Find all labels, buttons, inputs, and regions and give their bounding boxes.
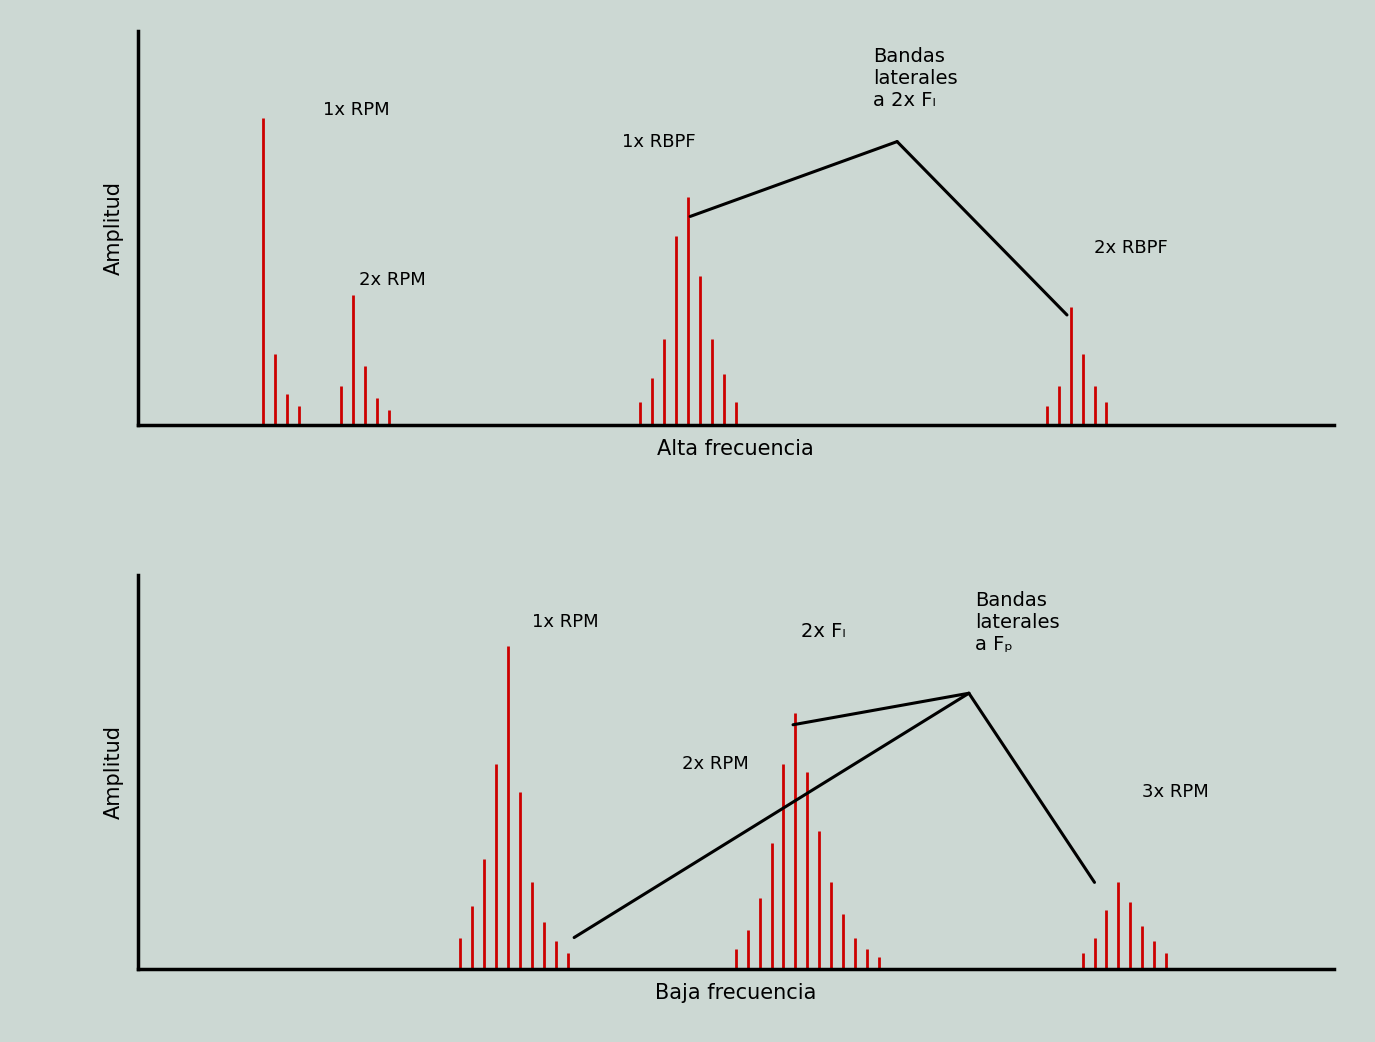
Text: 2x RBPF: 2x RBPF <box>1094 239 1169 257</box>
X-axis label: Baja frecuencia: Baja frecuencia <box>654 983 817 1003</box>
Text: 3x RPM: 3x RPM <box>1143 783 1209 800</box>
Y-axis label: Amplitud: Amplitud <box>103 181 124 275</box>
Text: 2x Fₗ: 2x Fₗ <box>802 622 846 641</box>
Text: 1x RBPF: 1x RBPF <box>622 132 696 151</box>
Text: Bandas
laterales
a 2x Fₗ: Bandas laterales a 2x Fₗ <box>873 47 958 110</box>
Text: Bandas
laterales
a Fₚ: Bandas laterales a Fₚ <box>975 591 1060 653</box>
Y-axis label: Amplitud: Amplitud <box>103 725 124 819</box>
Text: 1x RPM: 1x RPM <box>532 614 600 631</box>
Text: 2x RPM: 2x RPM <box>359 271 425 289</box>
Text: 1x RPM: 1x RPM <box>323 101 389 119</box>
X-axis label: Alta frecuencia: Alta frecuencia <box>657 439 814 460</box>
Text: 2x RPM: 2x RPM <box>682 755 748 773</box>
